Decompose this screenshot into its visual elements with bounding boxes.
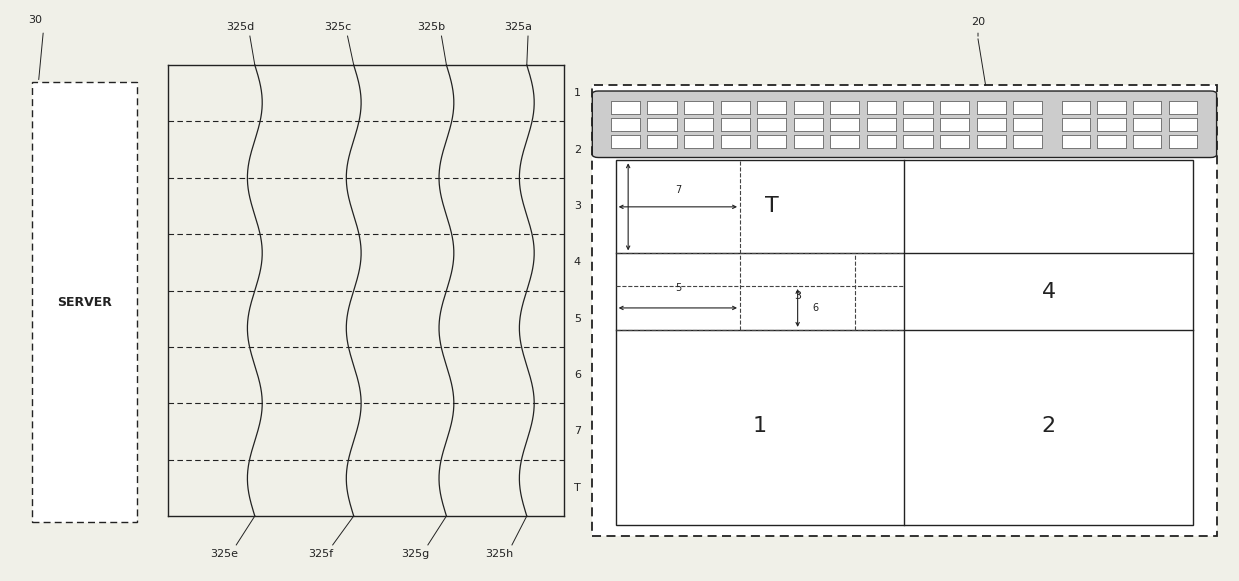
Bar [867,118,896,131]
Bar [1098,118,1126,131]
Bar [1132,135,1161,149]
Bar [684,135,714,149]
Bar [867,135,896,149]
Bar [976,135,1006,149]
Bar [757,101,787,114]
Text: 6: 6 [574,370,581,380]
Bar [867,101,896,114]
Bar [757,135,787,149]
Bar [794,101,823,114]
Text: 7: 7 [574,426,581,436]
Bar [1168,118,1197,131]
Bar [611,118,641,131]
Bar [794,118,823,131]
Bar [940,118,969,131]
Bar [684,118,714,131]
Bar [721,118,750,131]
Text: SERVER: SERVER [57,296,113,309]
Bar [1132,118,1161,131]
Bar [940,135,969,149]
Text: 4: 4 [1042,282,1056,302]
Bar [903,135,933,149]
Bar [684,101,714,114]
Bar [1168,101,1197,114]
Bar [976,101,1006,114]
Bar [1098,101,1126,114]
Text: 5: 5 [574,314,581,324]
Bar [830,101,860,114]
Text: 3: 3 [794,291,802,302]
Bar [1062,135,1090,149]
Bar [903,118,933,131]
Text: T: T [764,196,778,216]
Bar [647,118,676,131]
Text: 325c: 325c [325,23,352,33]
Text: 2: 2 [574,145,581,155]
Bar [940,101,969,114]
Bar [1062,118,1090,131]
Bar [721,101,750,114]
Text: 325b: 325b [418,23,446,33]
Text: 30: 30 [28,15,42,24]
Bar [647,101,676,114]
Bar [647,135,676,149]
Bar [794,135,823,149]
Bar [592,85,1217,536]
Text: 325f: 325f [307,548,333,558]
Text: 4: 4 [574,257,581,267]
Bar [32,83,138,522]
Text: T: T [574,483,581,493]
Text: 325h: 325h [486,548,514,558]
Bar [903,101,933,114]
Bar [1014,118,1042,131]
Text: 3: 3 [574,201,581,211]
Bar [721,135,750,149]
Bar [1098,135,1126,149]
Text: 325d: 325d [225,23,254,33]
Bar [616,160,1193,525]
Text: 325e: 325e [209,548,238,558]
Bar [830,135,860,149]
Text: 6: 6 [813,303,819,313]
Bar [976,118,1006,131]
FancyBboxPatch shape [592,91,1217,157]
Text: 1: 1 [753,417,767,436]
Bar [1014,101,1042,114]
Bar [1168,135,1197,149]
Text: 7: 7 [675,185,681,195]
Bar [611,135,641,149]
Bar [757,118,787,131]
Bar [611,101,641,114]
Text: 5: 5 [675,284,681,293]
Bar [1062,101,1090,114]
Bar [1132,101,1161,114]
Text: 1: 1 [574,88,581,98]
Text: 2: 2 [1042,417,1056,436]
Text: 325g: 325g [401,548,430,558]
Text: 325a: 325a [504,23,532,33]
Bar [830,118,860,131]
Bar [1014,135,1042,149]
Text: 20: 20 [971,17,985,27]
